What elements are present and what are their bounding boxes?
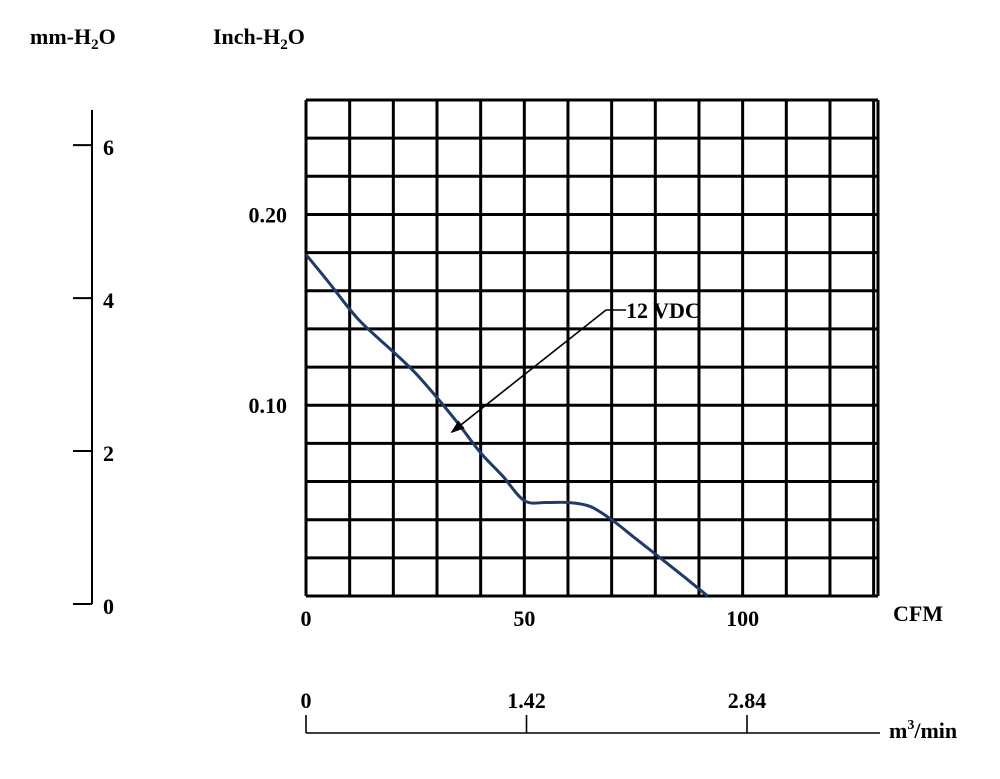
series-12vdc-line: [304, 253, 709, 598]
annotation-label: 12 VDC: [626, 298, 701, 323]
annotation-arrow: [450, 309, 607, 434]
x-tick-label: 50: [513, 606, 535, 631]
bottom-tick-label: 2.84: [728, 688, 767, 713]
annotation-12vdc: 12 VDC: [450, 298, 701, 434]
left-tick-label: 6: [103, 135, 114, 160]
left-tick-label: 4: [103, 288, 114, 313]
x-tick-label: 0: [301, 606, 312, 631]
x-axis-title: CFM: [893, 601, 943, 626]
bottom-axis-title: m3/min: [889, 718, 957, 743]
plot-grid: [304, 98, 880, 598]
left-axis-ticks: 0 2 4 6: [73, 135, 114, 619]
x-axis-ticks: 0 50 100: [301, 606, 760, 631]
left-tick-label: 0: [103, 594, 114, 619]
left-tick-label: 2: [103, 441, 114, 466]
y-tick-label: 0.10: [249, 393, 288, 418]
y-axis-ticks: 0.10 0.20: [249, 202, 288, 418]
x-tick-label: 100: [726, 606, 759, 631]
left-axis-title: mm-H2O: [30, 24, 116, 53]
y-tick-label: 0.20: [249, 202, 288, 227]
bottom-tick-label: 0: [301, 688, 312, 713]
y-axis-title: Inch-H2O: [213, 24, 305, 53]
bottom-axis-ticks: 0 1.42 2.84: [301, 688, 767, 733]
bottom-tick-label: 1.42: [507, 688, 546, 713]
